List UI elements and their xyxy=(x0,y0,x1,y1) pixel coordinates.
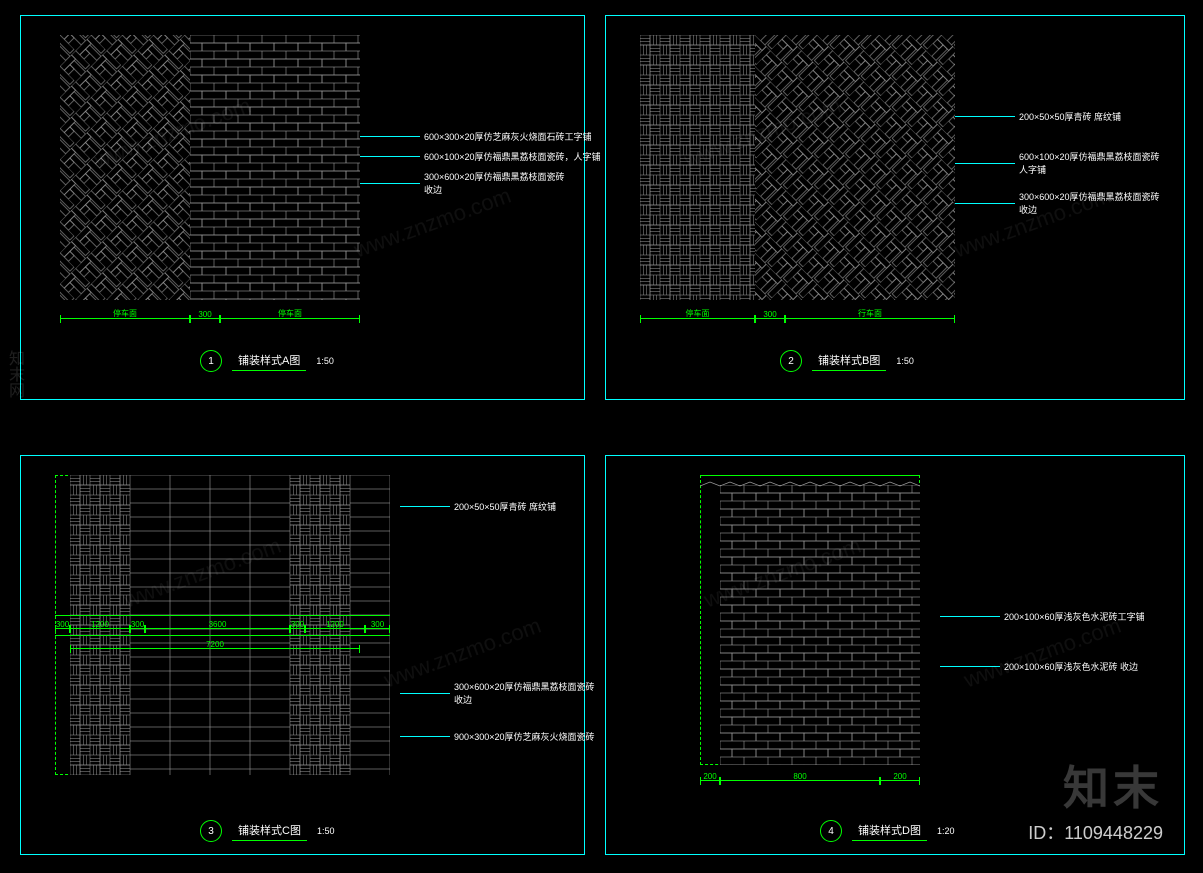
panel-a-title: 1 铺装样式A图 1:50 xyxy=(200,350,334,372)
panel-c-title: 3 铺装样式C图 1:50 xyxy=(200,820,334,842)
asset-id: ID：1109448229 xyxy=(1028,819,1163,845)
dim: 行车面 xyxy=(785,318,955,319)
panel-b-basketweave xyxy=(640,35,755,300)
dim: 停车面 xyxy=(640,318,755,319)
panel-b-herringbone xyxy=(755,35,955,300)
panel-b-title: 2 铺装样式B图 1:50 xyxy=(780,350,914,372)
title-number-icon: 4 xyxy=(820,820,842,842)
dim: 200 xyxy=(880,780,920,781)
dim: 停车面 xyxy=(60,318,190,319)
dim: 300 xyxy=(365,628,390,629)
panel-a-running-bond xyxy=(190,35,360,300)
dim: 300 xyxy=(55,628,70,629)
panel-a-herringbone xyxy=(60,35,190,300)
dim: 7200 xyxy=(70,648,360,649)
dim: 1200 xyxy=(70,628,130,629)
dim: 200 xyxy=(700,780,720,781)
dim: 300 xyxy=(190,318,220,319)
dim: 300 xyxy=(130,628,145,629)
title-number-icon: 2 xyxy=(780,350,802,372)
panel-d-running-bond xyxy=(720,485,920,765)
dim: 3600 xyxy=(145,628,290,629)
dim: 1200 xyxy=(305,628,365,629)
guide-line xyxy=(55,635,390,636)
dim: 300 xyxy=(755,318,785,319)
title-number-icon: 1 xyxy=(200,350,222,372)
panel-d-top-border xyxy=(700,475,920,483)
dim: 300 xyxy=(290,628,305,629)
guide-line xyxy=(55,615,390,616)
panel-d-title: 4 铺装样式D图 1:20 xyxy=(820,820,954,842)
dim: 800 xyxy=(720,780,880,781)
dim: 停车面 xyxy=(220,318,360,319)
title-number-icon: 3 xyxy=(200,820,222,842)
